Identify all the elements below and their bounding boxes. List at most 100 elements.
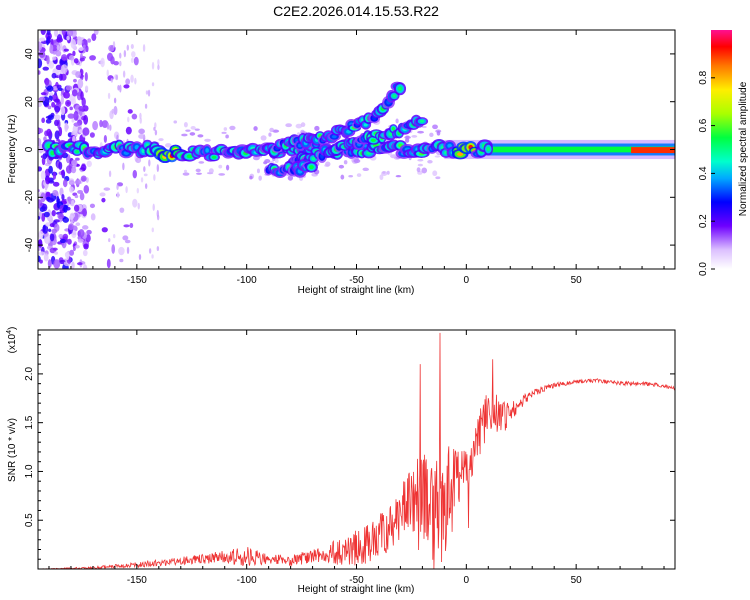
noise-cell xyxy=(41,203,48,212)
band-cell xyxy=(486,146,491,152)
noise-cell xyxy=(51,210,56,217)
noise-cell xyxy=(71,159,78,166)
noise-cell xyxy=(382,171,386,174)
noise-cell xyxy=(91,33,97,41)
noise-cell xyxy=(151,254,154,259)
noise-cell xyxy=(82,105,89,112)
noise-cell xyxy=(89,55,96,61)
noise-cell xyxy=(131,51,136,58)
noise-cell xyxy=(45,222,51,227)
noise-cell xyxy=(432,124,438,130)
noise-cell xyxy=(116,191,120,199)
noise-cell xyxy=(225,134,229,139)
noise-cell xyxy=(38,239,43,248)
noise-cell xyxy=(79,57,85,62)
noise-cell xyxy=(106,258,111,269)
noise-cell xyxy=(59,238,66,244)
noise-cell xyxy=(62,179,68,188)
noise-cell xyxy=(74,244,80,249)
noise-cell xyxy=(60,170,65,176)
noise-cell xyxy=(61,30,66,36)
noise-cell xyxy=(48,61,55,69)
spectrogram-ticks: -150 -100 -50 0 50 -40 -20 0 20 40 xyxy=(24,30,675,286)
noise-cell xyxy=(52,56,57,61)
noise-cell xyxy=(65,99,72,107)
noise-cell xyxy=(197,134,204,138)
noise-cell xyxy=(38,58,43,69)
band-cell xyxy=(457,152,464,157)
noise-cell xyxy=(66,30,74,37)
noise-cell xyxy=(436,130,441,136)
noise-cell xyxy=(218,173,226,176)
snr-multiplier-base: (x10 xyxy=(7,333,18,353)
noise-cell xyxy=(151,61,155,70)
snr-frame xyxy=(37,329,676,570)
noise-cell xyxy=(379,174,384,181)
noise-cell xyxy=(123,49,127,58)
noise-cell xyxy=(129,222,134,229)
noise-cell xyxy=(221,131,227,134)
colorbar: 0.0 0.2 0.4 0.6 0.8 Normalized spectral ampl… xyxy=(698,30,749,276)
noise-cell xyxy=(56,84,62,90)
noise-cell xyxy=(75,157,80,161)
x-tick-label: 0 xyxy=(464,275,470,286)
noise-cell xyxy=(131,113,138,120)
noise-cell xyxy=(54,119,59,126)
noise-cell xyxy=(153,174,156,181)
noise-cell xyxy=(116,184,119,191)
noise-cell xyxy=(196,172,202,175)
band-cell xyxy=(212,155,217,159)
noise-cell xyxy=(136,187,140,194)
noise-cell xyxy=(127,116,130,123)
noise-cell xyxy=(119,258,124,263)
noise-cell xyxy=(253,126,258,131)
noise-cell xyxy=(260,135,267,141)
noise-cell xyxy=(49,223,55,228)
noise-cell xyxy=(61,193,65,201)
x-tick-label: 50 xyxy=(571,575,583,586)
heatmap-area xyxy=(38,30,675,269)
noise-cell xyxy=(54,251,58,255)
noise-cell xyxy=(78,229,85,238)
noise-cell xyxy=(108,238,111,243)
noise-cell xyxy=(285,123,292,128)
noise-cell xyxy=(72,50,76,57)
noise-cell xyxy=(101,197,106,203)
colorbar-gradient xyxy=(711,30,732,269)
noise-cell xyxy=(40,30,46,35)
noise-cell xyxy=(185,129,191,132)
noise-cell xyxy=(75,71,82,78)
noise-cell xyxy=(65,165,73,174)
noise-cell xyxy=(183,121,188,128)
noise-cell xyxy=(47,197,54,203)
noise-cell xyxy=(190,125,196,130)
noise-cell xyxy=(356,173,362,178)
noise-cell xyxy=(47,35,51,44)
noise-cell xyxy=(272,129,280,133)
noise-cell xyxy=(78,109,83,116)
noise-cell xyxy=(64,122,69,133)
band-cell xyxy=(75,150,80,154)
noise-cell xyxy=(74,194,79,199)
noise-cell xyxy=(46,55,50,65)
noise-cell xyxy=(130,57,134,64)
noise-cell xyxy=(144,183,148,189)
noise-cell xyxy=(124,239,131,244)
noise-cell xyxy=(42,224,49,234)
noise-cell xyxy=(127,109,133,114)
noise-cell xyxy=(84,85,89,91)
noise-cell xyxy=(249,175,253,180)
noise-cell xyxy=(110,78,114,83)
noise-cell xyxy=(125,78,131,85)
noise-cell xyxy=(404,135,411,139)
band-cell xyxy=(397,86,403,92)
noise-cell xyxy=(51,228,58,234)
y-tick-label: 1.0 xyxy=(24,464,35,478)
noise-cell xyxy=(75,222,81,227)
spectrogram-panel: -150 -100 -50 0 50 -40 -20 0 20 40 Height of stra… xyxy=(7,29,676,296)
noise-cell xyxy=(82,249,88,257)
noise-cell xyxy=(48,165,53,174)
noise-cell xyxy=(106,69,109,77)
noise-cell xyxy=(126,246,130,255)
x-tick-label: -150 xyxy=(127,575,147,586)
